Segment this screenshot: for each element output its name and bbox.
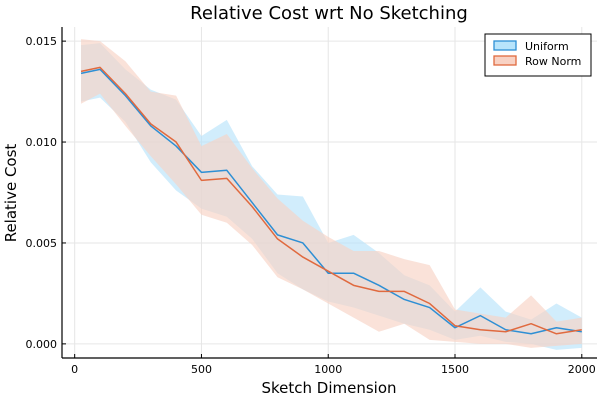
y-tick-label: 0.005 <box>26 237 58 250</box>
axes: 0 500 1000 1500 2000 0.000 0.005 0.010 0.015 <box>26 27 597 376</box>
x-tick-label: 1500 <box>441 363 469 376</box>
legend-label: Row Norm <box>525 55 581 68</box>
series-lines <box>80 66 582 335</box>
x-tick-label: 0 <box>71 363 78 376</box>
series-line <box>80 66 582 335</box>
y-tick-label: 0.000 <box>26 338 58 351</box>
chart-title: Relative Cost wrt No Sketching <box>190 3 468 24</box>
legend-label: Uniform <box>525 40 569 53</box>
legend: Uniform Row Norm <box>484 33 592 77</box>
y-tick-label: 0.015 <box>26 35 58 48</box>
x-tick-label: 500 <box>191 363 212 376</box>
x-axis-label: Sketch Dimension <box>261 379 396 397</box>
x-tick-label: 2000 <box>568 363 596 376</box>
legend-swatch <box>493 55 517 66</box>
y-axis-label: Relative Cost <box>2 144 20 243</box>
confidence-bands <box>81 39 582 350</box>
series-line <box>80 68 582 335</box>
x-tick-label: 1000 <box>314 363 342 376</box>
confidence-band <box>81 39 582 348</box>
y-tick-label: 0.010 <box>26 136 58 149</box>
legend-swatch <box>493 40 517 51</box>
